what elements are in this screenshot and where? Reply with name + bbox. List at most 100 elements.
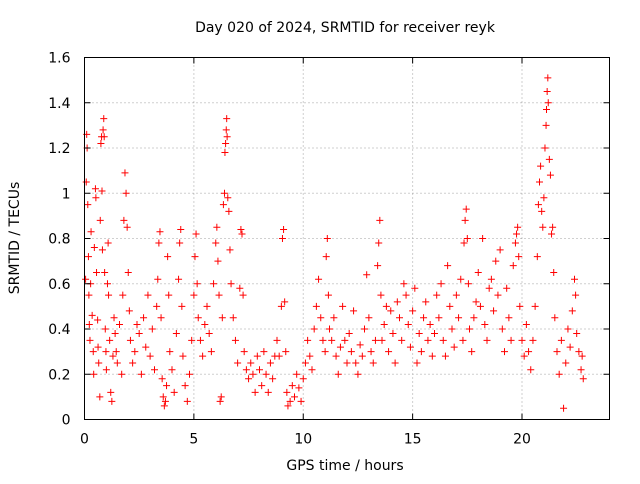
data-point: [280, 225, 288, 233]
data-point: [205, 330, 213, 338]
data-point: [304, 336, 312, 344]
data-point: [579, 375, 587, 383]
data-point: [119, 291, 127, 299]
data-point: [101, 325, 109, 333]
data-point: [224, 194, 232, 202]
data-point: [91, 185, 99, 193]
data-point: [109, 352, 117, 360]
data-points: [82, 74, 587, 412]
data-point: [527, 366, 535, 374]
data-point: [107, 388, 115, 396]
data-point: [389, 330, 397, 338]
data-point: [111, 330, 119, 338]
data-point: [450, 343, 458, 351]
data-point: [398, 336, 406, 344]
data-point: [273, 336, 281, 344]
data-point: [153, 302, 161, 310]
data-point: [221, 149, 229, 157]
data-point: [459, 336, 467, 344]
data-point: [435, 314, 443, 322]
data-point: [159, 393, 167, 401]
data-point: [354, 370, 362, 378]
data-point: [85, 291, 93, 299]
x-tick-labels: 0 5 10 15 20: [80, 432, 531, 448]
data-point: [283, 388, 291, 396]
data-point: [531, 302, 539, 310]
data-point: [452, 291, 460, 299]
data-point: [94, 316, 102, 324]
data-point: [86, 336, 94, 344]
data-point: [215, 291, 223, 299]
data-point: [293, 370, 301, 378]
data-point: [374, 262, 382, 270]
data-point: [94, 343, 102, 351]
data-point: [402, 291, 410, 299]
data-point: [367, 348, 375, 356]
data-point: [522, 320, 530, 328]
data-point: [203, 302, 211, 310]
data-point: [97, 139, 105, 147]
data-point: [564, 325, 572, 333]
data-point: [424, 336, 432, 344]
data-point: [226, 246, 234, 254]
data-point: [534, 201, 542, 209]
data-point: [196, 336, 204, 344]
data-point: [92, 194, 100, 202]
data-point: [281, 298, 289, 306]
data-point: [543, 106, 550, 114]
data-point: [178, 302, 186, 310]
data-point: [123, 223, 131, 231]
data-point: [542, 121, 550, 129]
x-tick-label: 0: [80, 432, 89, 448]
data-point: [238, 230, 246, 238]
data-point: [498, 325, 506, 333]
data-point: [217, 393, 225, 401]
data-point: [98, 246, 106, 254]
data-point: [317, 314, 325, 322]
data-point: [312, 302, 320, 310]
y-tick-label: 0.4: [48, 322, 70, 338]
data-point: [181, 382, 189, 390]
data-point: [380, 320, 388, 328]
data-point: [426, 320, 434, 328]
data-point: [332, 352, 340, 360]
x-tick-label: 5: [189, 432, 198, 448]
data-point: [377, 291, 385, 299]
data-point: [236, 284, 244, 292]
data-point: [557, 336, 565, 344]
data-point: [239, 291, 247, 299]
data-point: [347, 348, 355, 356]
data-point: [284, 402, 292, 410]
data-point: [446, 302, 454, 310]
data-point: [103, 280, 111, 288]
data-point: [288, 382, 296, 390]
data-point: [90, 244, 98, 252]
data-point: [286, 397, 294, 405]
data-point: [518, 336, 526, 344]
x-axis-label: GPS time / hours: [286, 458, 403, 474]
data-point: [112, 348, 120, 356]
x-tick-label: 10: [294, 432, 312, 448]
data-point: [227, 280, 235, 288]
x-tick-label: 15: [404, 432, 422, 448]
data-point: [137, 370, 145, 378]
data-point: [158, 375, 166, 383]
data-point: [358, 352, 366, 360]
data-point: [476, 302, 484, 310]
data-point: [324, 291, 332, 299]
data-point: [463, 235, 471, 242]
data-point: [541, 144, 549, 152]
data-point: [343, 359, 351, 367]
data-point: [544, 99, 552, 107]
data-point: [494, 291, 502, 299]
data-point: [546, 171, 554, 179]
data-point: [85, 320, 93, 328]
data-point: [219, 201, 227, 209]
data-point: [415, 330, 423, 338]
data-point: [369, 359, 377, 367]
data-point: [156, 228, 164, 236]
data-point: [264, 388, 272, 396]
data-point: [194, 314, 202, 322]
data-point: [95, 359, 103, 367]
data-point: [501, 348, 508, 356]
